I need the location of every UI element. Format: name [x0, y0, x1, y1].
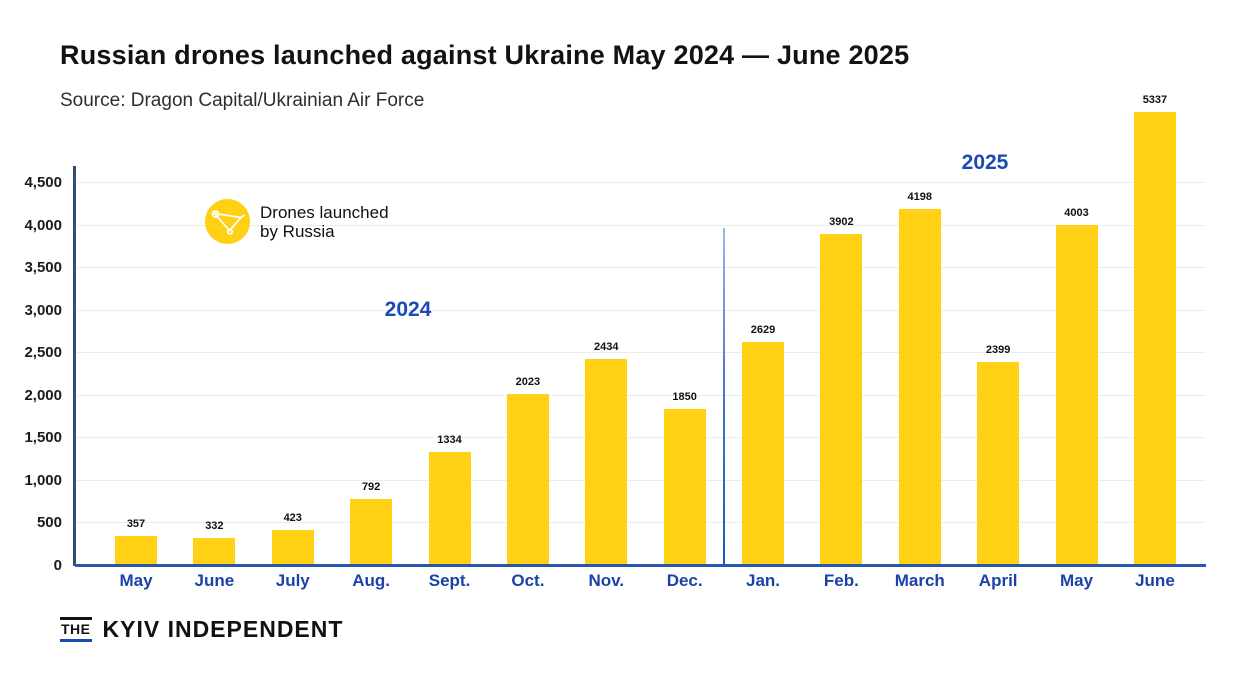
y-tick-label: 1,000: [24, 471, 62, 489]
bar-value-label: 2399: [985, 344, 1011, 356]
drone-icon: [205, 199, 250, 244]
x-tick-label: Nov.: [588, 571, 625, 590]
x-tick-label: Jan.: [746, 571, 781, 590]
bar-may-2025: [1055, 225, 1098, 566]
bar-value-label: 4198: [907, 191, 933, 203]
bar-march-2025: [898, 209, 941, 566]
y-tick-label: 4,000: [24, 216, 62, 234]
gridline: [76, 522, 1205, 524]
bar-jan-2025: [742, 342, 785, 566]
bar-aug-2024: [350, 499, 393, 566]
x-tick-label: April: [978, 571, 1018, 590]
plot-area: 357 332 423 792 1334 2023 2434 1850 2629 3902 4198…: [75, 94, 1205, 566]
bar-april-2025: [977, 362, 1020, 566]
bar-june-2024: [193, 538, 236, 566]
x-tick-label: Aug.: [352, 571, 391, 590]
x-tick-label: May: [1060, 571, 1094, 590]
chart-source: Source: Dragon Capital/Ukrainian Air For…: [60, 90, 425, 111]
bar-june-2025: [1133, 112, 1176, 566]
legend-label-line1: Drones launched: [260, 202, 389, 222]
bar-value-label: 332: [205, 520, 224, 532]
bar-value-label: 423: [283, 512, 302, 524]
y-tick-label: 2,000: [24, 386, 62, 404]
gridline: [76, 437, 1205, 439]
kyiv-independent-logo: THE KYIV INDEPENDENT: [60, 616, 343, 643]
y-tick-label: 0: [53, 557, 62, 574]
y-tick-label: 500: [36, 514, 62, 532]
y-tick-label: 4,500: [24, 174, 62, 191]
y-tick-label: 2,500: [24, 344, 62, 362]
bar-may-2024: [115, 536, 157, 566]
y-axis-tick-labels: 0 500 1,000 1,500 2,000 2,500 3,000 3,500 4,000 4…: [0, 168, 66, 574]
year-divider-line: [722, 228, 725, 564]
gridline: [76, 479, 1205, 481]
gridline: [76, 352, 1205, 354]
bar-value-label: 357: [126, 518, 146, 530]
x-tick-label: May: [119, 571, 153, 590]
legend: Drones launched by Russia: [205, 199, 389, 244]
x-tick-label: Sept.: [428, 571, 471, 590]
y-axis-line: [73, 166, 76, 566]
logo-the: THE: [60, 617, 92, 642]
y-tick-label: 3,500: [24, 259, 62, 277]
bar-oct-2024: [506, 394, 549, 566]
legend-label: Drones launched by Russia: [260, 203, 389, 241]
gridline: [76, 309, 1205, 311]
gridline: [76, 182, 1205, 183]
x-tick-label: June: [194, 571, 235, 590]
gridline: [76, 224, 1205, 226]
bar-july-2024: [271, 530, 314, 566]
x-tick-label: Oct.: [511, 571, 545, 590]
x-axis-line: [75, 564, 1206, 567]
y-tick-label: 1,500: [24, 429, 62, 447]
logo-wordmark: KYIV INDEPENDENT: [102, 616, 344, 642]
bar-value-label: 5337: [1142, 94, 1168, 106]
year-label-2025: 2025: [961, 151, 1009, 174]
x-tick-label: Dec.: [666, 571, 703, 590]
x-tick-label: Feb.: [823, 571, 859, 590]
gridline: [76, 267, 1205, 269]
bar-sept-2024: [428, 452, 471, 566]
x-tick-label: June: [1135, 571, 1175, 590]
chart-title: Russian drones launched against Ukraine …: [60, 40, 910, 70]
bar-value-label: 1334: [437, 434, 462, 446]
y-tick-label: 3,000: [24, 301, 62, 319]
year-label-2024: 2024: [384, 298, 432, 321]
bar-value-label: 2434: [594, 341, 619, 353]
bar-value-label: 2023: [515, 376, 541, 388]
bar-value-label: 3902: [829, 216, 854, 228]
bar-nov-2024: [585, 359, 628, 566]
gridline: [76, 394, 1205, 396]
x-tick-label: March: [894, 571, 945, 590]
bar-value-label: 2629: [750, 324, 776, 336]
bar-value-label: 792: [361, 481, 381, 493]
x-axis-tick-labels: May June July Aug. Sept. Oct. Nov. Dec. Jan. Feb.…: [75, 571, 1205, 597]
bar-feb-2025: [820, 234, 863, 566]
bar-value-label: 4003: [1064, 207, 1089, 219]
x-tick-label: July: [275, 571, 310, 590]
legend-label-line2: by Russia: [260, 221, 335, 241]
bar-dec-2024: [663, 409, 706, 566]
bar-value-label: 1850: [672, 391, 697, 403]
